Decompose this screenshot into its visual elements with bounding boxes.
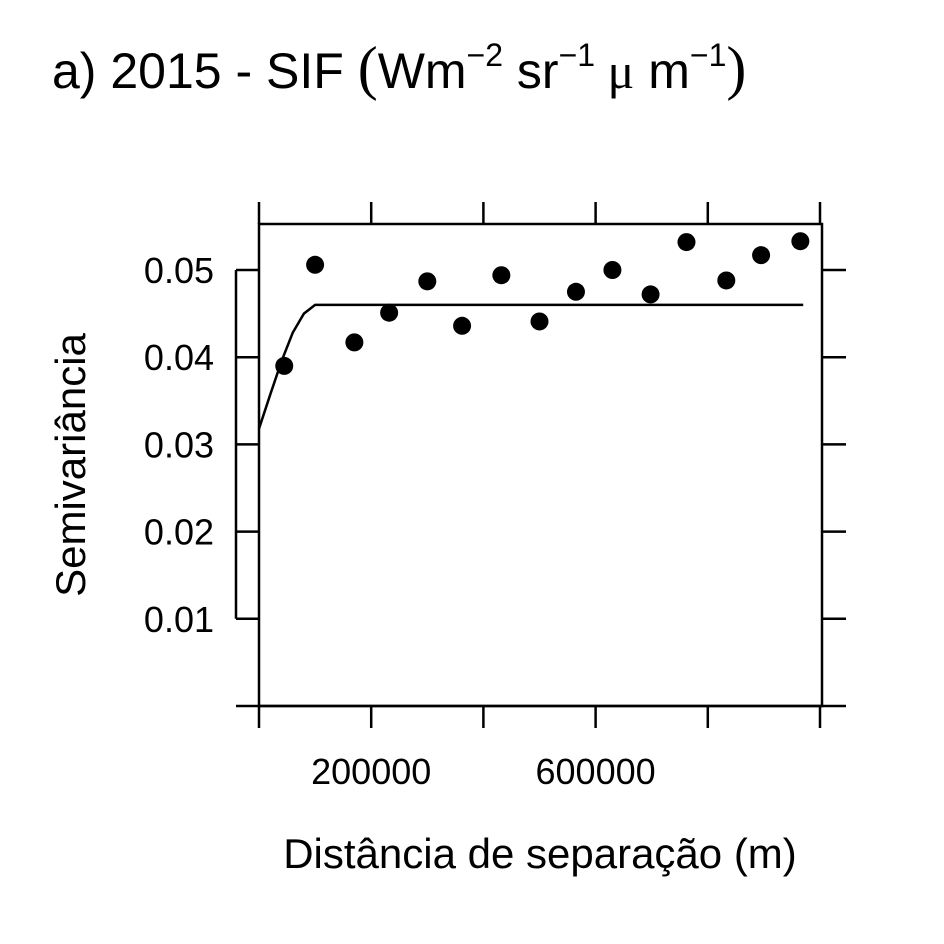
data-point — [306, 255, 325, 274]
data-point — [791, 232, 810, 251]
x-tick-label: 600000 — [536, 751, 656, 792]
y-tick-label: 0.05 — [144, 250, 214, 291]
x-axis-label: Distância de separação (m) — [283, 830, 797, 877]
y-tick-label: 0.04 — [144, 337, 214, 378]
y-axis: 0.01 0.02 0.03 0.04 0.05 — [144, 250, 846, 640]
data-point — [717, 271, 736, 290]
data-point — [453, 316, 472, 335]
y-axis-label: Semivariância — [47, 332, 94, 596]
data-point — [530, 312, 549, 331]
model-fit-line — [257, 303, 804, 430]
x-tick-label: 200000 — [311, 751, 431, 792]
chart-title: a) 2015 - SIF (Wm−2 sr−1 μ m−1) — [52, 35, 746, 101]
title-unit-m: m — [634, 43, 690, 99]
y-tick-label: 0.01 — [144, 599, 214, 640]
title-open-paren: ( — [358, 35, 378, 101]
data-point — [603, 261, 622, 279]
title-unit-mu: μ — [595, 43, 634, 99]
y-tick-label: 0.03 — [144, 424, 214, 465]
x-axis: 200000 600000 — [236, 202, 846, 792]
data-point — [345, 333, 364, 352]
data-point — [275, 356, 294, 375]
data-point — [752, 246, 771, 265]
data-point — [677, 233, 696, 252]
data-point — [566, 282, 585, 301]
title-unit-sr: sr — [503, 43, 559, 99]
title-unit-w: Wm — [378, 43, 467, 99]
data-point — [492, 266, 511, 285]
title-exp-3: −1 — [690, 37, 726, 73]
title-exp-2: −1 — [559, 37, 595, 73]
title-exp-1: −2 — [467, 37, 503, 73]
model-line-group — [257, 303, 804, 430]
data-point — [380, 303, 399, 322]
data-point — [418, 272, 437, 291]
title-prefix: a) 2015 - SIF — [52, 43, 358, 99]
points-group — [275, 232, 810, 375]
data-point — [641, 285, 660, 304]
title-close-paren: ) — [726, 35, 746, 101]
plot-frame — [257, 222, 824, 708]
y-tick-label: 0.02 — [144, 512, 214, 553]
